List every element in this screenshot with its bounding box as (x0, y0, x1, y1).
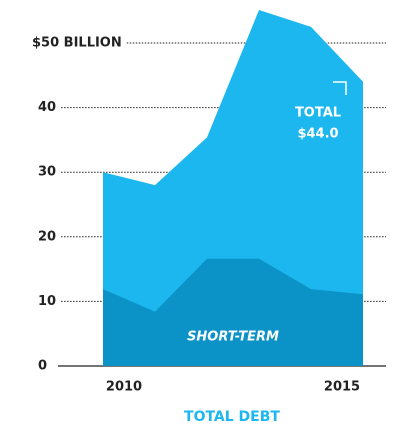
marker (333, 81, 347, 95)
y-tick-label: 0 (38, 359, 47, 374)
series-label: SHORT-TERM (187, 330, 279, 345)
area (103, 258, 363, 366)
y-tick-label: 40 (38, 100, 56, 115)
x-tick-label: 2010 (106, 380, 142, 395)
y-tick-label: $50 BILLION (32, 36, 122, 51)
y-tick-label: 30 (38, 165, 56, 180)
x-axis-title: TOTAL DEBT (184, 409, 280, 425)
series-label: TOTAL (295, 106, 341, 121)
area (103, 10, 363, 367)
y-tick-label: 20 (38, 229, 56, 244)
y-tick-label: 10 (38, 294, 56, 309)
x-tick-label: 2015 (324, 380, 360, 395)
value-label: $44.0 (297, 127, 338, 142)
